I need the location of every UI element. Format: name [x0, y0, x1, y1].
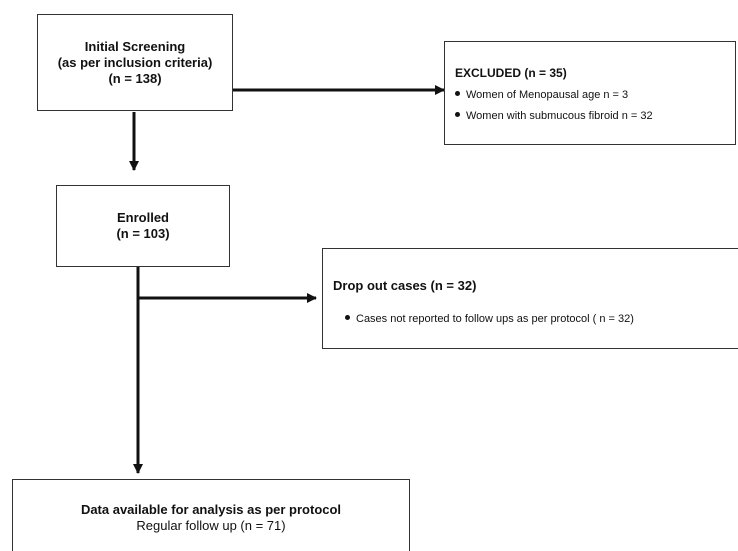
bullet-icon: [455, 91, 460, 96]
dropout-item-label: Cases not reported to follow ups as per …: [356, 313, 634, 325]
analysis-box: Data available for analysis as per proto…: [12, 479, 410, 551]
enrolled-title: Enrolled: [116, 210, 169, 225]
bullet-icon: [455, 112, 460, 117]
enrolled-count: (n = 103): [116, 226, 170, 241]
bullet-icon: [345, 315, 350, 320]
dropout-item: Cases not reported to follow ups as per …: [333, 312, 738, 326]
excluded-item: Women of Menopausal age n = 3: [455, 88, 735, 102]
dropout-box: Drop out cases (n = 32) Cases not report…: [322, 248, 738, 349]
analysis-title: Data available for analysis as per proto…: [80, 501, 342, 517]
analysis-followup: Regular follow up (n = 71): [136, 517, 286, 533]
excluded-item-label: Women of Menopausal age n = 3: [466, 89, 629, 101]
excluded-box: EXCLUDED (n = 35) Women of Menopausal ag…: [444, 41, 736, 145]
enrolled-box: Enrolled (n = 103): [56, 185, 230, 267]
screening-criteria: (as per inclusion criteria): [57, 54, 213, 70]
screening-box: Initial Screening (as per inclusion crit…: [37, 14, 233, 111]
excluded-item-label: Women with submucous fibroid n = 32: [466, 110, 653, 122]
excluded-item: Women with submucous fibroid n = 32: [455, 109, 735, 123]
dropout-title: Drop out cases (n = 32): [333, 278, 477, 293]
excluded-title: EXCLUDED (n = 35): [455, 66, 567, 80]
screening-title: Initial Screening: [84, 38, 186, 54]
screening-count: (n = 138): [108, 70, 162, 86]
